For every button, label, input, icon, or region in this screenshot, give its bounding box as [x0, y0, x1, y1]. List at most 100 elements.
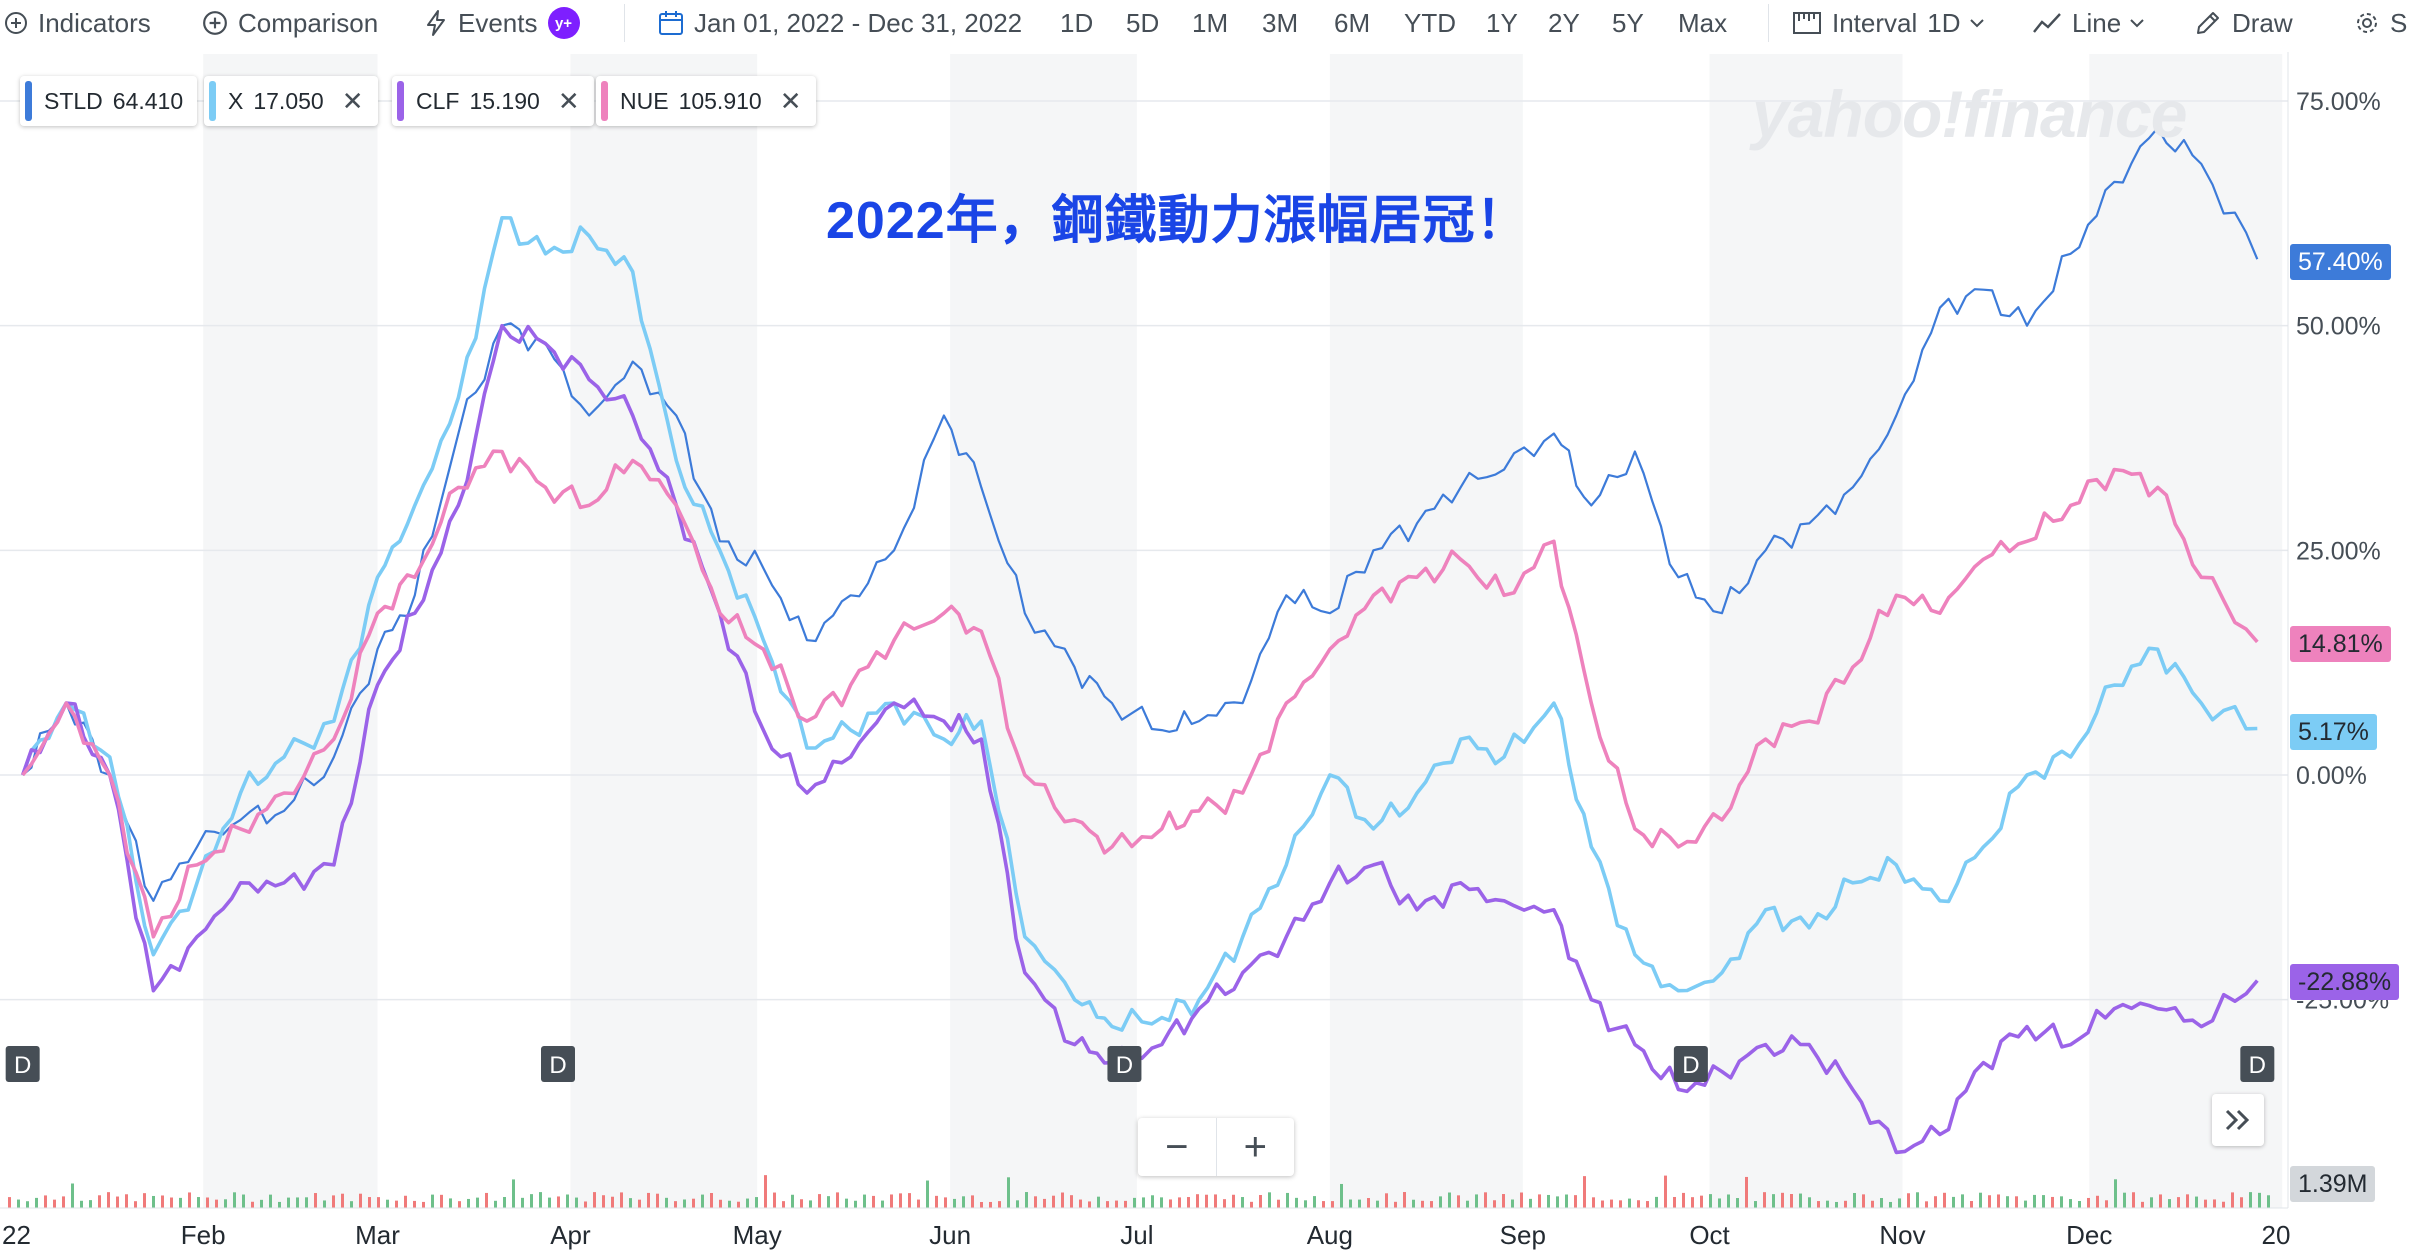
- legend-chip-nue[interactable]: NUE 105.910 ✕: [596, 76, 816, 126]
- volume-bar: [989, 1201, 992, 1208]
- volume-bar: [1601, 1200, 1604, 1208]
- chart-type-dropdown[interactable]: Line: [2032, 6, 2145, 40]
- close-icon[interactable]: ✕: [779, 85, 802, 116]
- volume-bar: [818, 1194, 821, 1208]
- zoom-out-button[interactable]: −: [1165, 1124, 1189, 1169]
- volume-bar: [1898, 1198, 1901, 1208]
- volume-bar: [1466, 1200, 1469, 1208]
- x-tick-label: May: [733, 1220, 782, 1250]
- range-ytd[interactable]: YTD: [1404, 8, 1456, 38]
- volume-bar: [1385, 1193, 1388, 1208]
- legend-chip-clf[interactable]: CLF 15.190 ✕: [392, 76, 594, 126]
- date-range-picker[interactable]: Jan 01, 2022 - Dec 31, 2022: [658, 6, 1022, 40]
- events-button[interactable]: Events y+: [424, 6, 580, 40]
- event-marker-label: D: [549, 1052, 566, 1079]
- interval-dropdown[interactable]: Interval 1D: [1792, 6, 1985, 40]
- volume-bar: [1277, 1199, 1280, 1208]
- legend-color-bar: [25, 81, 32, 121]
- volume-bar: [1187, 1197, 1190, 1208]
- volume-bar: [1322, 1201, 1325, 1208]
- range-1m[interactable]: 1M: [1192, 8, 1229, 38]
- volume-bar: [1799, 1193, 1802, 1208]
- volume-bar: [1502, 1194, 1505, 1208]
- close-icon[interactable]: ✕: [341, 85, 364, 116]
- volume-bar: [512, 1179, 515, 1208]
- close-icon[interactable]: ✕: [557, 85, 580, 116]
- comparison-button[interactable]: Comparison: [202, 6, 378, 40]
- draw-button[interactable]: Draw: [2194, 6, 2293, 40]
- volume-bar: [2033, 1194, 2036, 1208]
- y-tick-label: 50.00%: [2296, 313, 2381, 341]
- volume-bar: [1880, 1198, 1883, 1208]
- volume-bar: [683, 1199, 686, 1208]
- volume-bar: [1367, 1198, 1370, 1208]
- x-tick-label: Nov: [1879, 1220, 1925, 1250]
- volume-bar: [908, 1193, 911, 1208]
- volume-bar: [1349, 1199, 1352, 1208]
- volume-bar: [1124, 1200, 1127, 1208]
- range-max[interactable]: Max: [1678, 8, 1728, 38]
- month-bands: [203, 54, 2283, 1208]
- volume-bar: [1709, 1194, 1712, 1208]
- volume-bar: [395, 1200, 398, 1208]
- volume-bar: [1232, 1194, 1235, 1208]
- chart-toolbar: Indicators Comparison Events y+ Jan 01, …: [0, 0, 2410, 46]
- volume-bar: [674, 1201, 677, 1208]
- volume-bar: [1592, 1197, 1595, 1208]
- legend-chip-stld[interactable]: STLD 64.410: [20, 76, 198, 126]
- range-5y[interactable]: 5Y: [1612, 8, 1644, 38]
- volume-bar: [1169, 1199, 1172, 1208]
- range-5d[interactable]: 5D: [1126, 8, 1160, 38]
- volume-bar: [1628, 1198, 1631, 1208]
- volume-bar: [1061, 1192, 1064, 1208]
- range-6m[interactable]: 6M: [1334, 8, 1371, 38]
- volume-bar: [1178, 1197, 1181, 1208]
- volume-bar: [1574, 1195, 1577, 1208]
- event-marker-label: D: [1116, 1052, 1133, 1079]
- volume-bar: [1997, 1194, 2000, 1208]
- indicators-button[interactable]: Indicators: [4, 6, 151, 40]
- volume-bar: [1691, 1197, 1694, 1208]
- range-1d[interactable]: 1D: [1060, 8, 1094, 38]
- range-1y[interactable]: 1Y: [1486, 8, 1518, 38]
- last-value-tag-clf: -22.88%: [2290, 964, 2400, 1000]
- volume-bar: [1196, 1194, 1199, 1208]
- volume-bar: [1781, 1192, 1784, 1208]
- volume-bar: [1475, 1194, 1478, 1208]
- volume-bar: [2222, 1201, 2225, 1208]
- volume-bar: [1979, 1192, 1982, 1208]
- volume-bar: [143, 1193, 146, 1208]
- volume-bar: [1565, 1194, 1568, 1208]
- volume-bar: [1088, 1201, 1091, 1208]
- event-marker-box: [1673, 1046, 1708, 1082]
- volume-bar: [422, 1201, 425, 1208]
- volume-bar: [71, 1183, 74, 1208]
- x-tick-label: Aug: [1307, 1220, 1353, 1250]
- volume-bar: [1493, 1200, 1496, 1208]
- volume-bar: [935, 1195, 938, 1208]
- volume-bar: [1583, 1176, 1586, 1208]
- volume-bar: [1160, 1197, 1163, 1208]
- volume-bar: [1673, 1196, 1676, 1208]
- volume-bar: [449, 1198, 452, 1208]
- volume-bar: [701, 1194, 704, 1208]
- volume-bar: [494, 1200, 497, 1208]
- range-2y[interactable]: 2Y: [1548, 8, 1580, 38]
- month-band: [1709, 54, 1903, 1208]
- zoom-in-button[interactable]: +: [1243, 1124, 1267, 1169]
- legend-chip-x[interactable]: X 17.050 ✕: [204, 76, 378, 126]
- scroll-right-button[interactable]: [2212, 1094, 2264, 1146]
- volume-bar: [1376, 1200, 1379, 1208]
- volume-bar: [719, 1199, 722, 1208]
- range-3m[interactable]: 3M: [1262, 8, 1299, 38]
- series-line-nue: [21, 449, 2259, 939]
- legend-symbol: X: [228, 87, 244, 114]
- settings-button[interactable]: S: [2354, 6, 2407, 40]
- volume-bar: [26, 1201, 29, 1208]
- event-marker-box: [1107, 1046, 1142, 1082]
- volume-bar: [953, 1198, 956, 1208]
- volume-bar: [134, 1201, 137, 1208]
- volume-bar: [1070, 1195, 1073, 1208]
- volume-bar: [971, 1195, 974, 1208]
